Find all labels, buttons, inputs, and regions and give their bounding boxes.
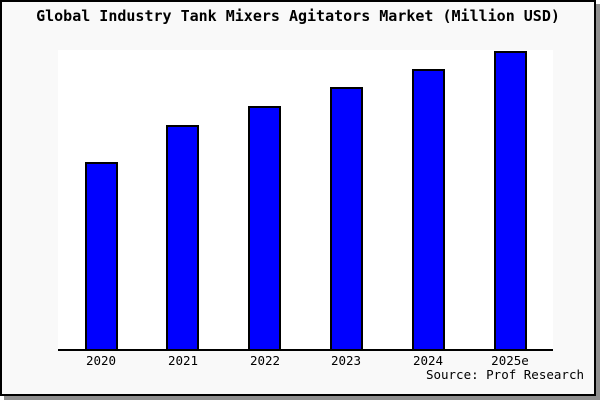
x-tick-label-2022: 2022 — [249, 353, 281, 368]
bar-2022 — [248, 106, 281, 349]
bar-2023 — [330, 87, 363, 349]
bar-2021 — [166, 125, 199, 349]
bar-2024 — [412, 69, 445, 349]
chart-title: Global Industry Tank Mixers Agitators Ma… — [36, 7, 560, 25]
x-tick-label-2023: 2023 — [330, 353, 362, 368]
plot-area — [58, 50, 553, 351]
source-note: Source: Prof Research — [425, 367, 584, 382]
x-tick-label-2020: 2020 — [85, 353, 117, 368]
x-tick-label-2021: 2021 — [167, 353, 199, 368]
bar-2025e — [494, 51, 527, 349]
bar-2020 — [85, 162, 118, 349]
x-tick-label-2024: 2024 — [412, 353, 444, 368]
x-tick-label-2025e: 2025e — [491, 353, 529, 368]
